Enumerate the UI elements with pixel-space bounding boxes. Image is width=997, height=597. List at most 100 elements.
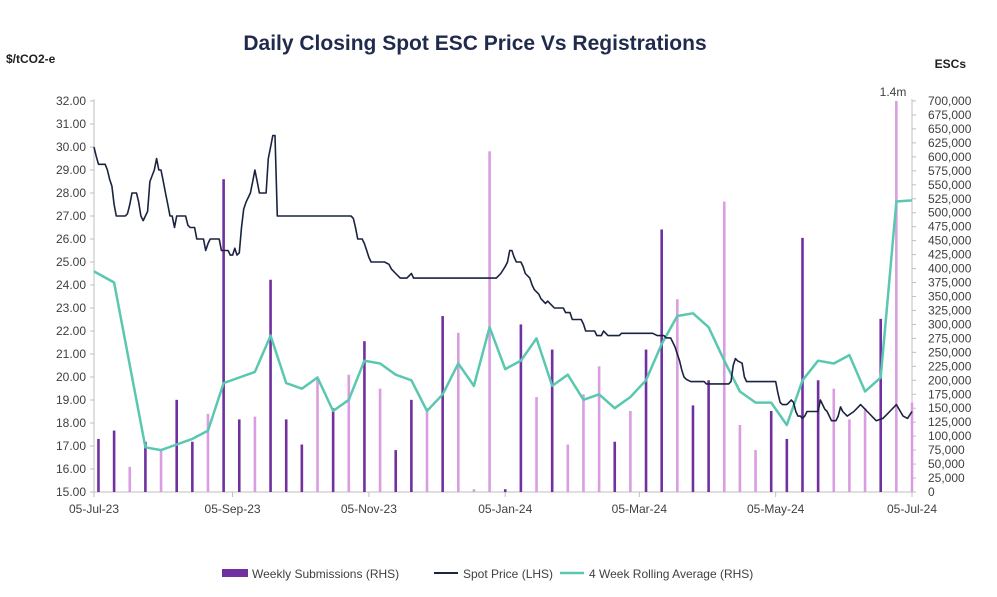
- weekly-submission-bar: [300, 444, 304, 492]
- weekly-submissions-bars: [97, 101, 914, 493]
- rolling-average-line: [93, 199, 913, 452]
- weekly-submission-bar: [691, 405, 695, 492]
- right-tick-label: 550,000: [928, 178, 972, 192]
- left-tick-label: 15.00: [56, 485, 86, 499]
- weekly-submission-bar: [363, 341, 366, 492]
- weekly-submission-bar: [410, 399, 413, 492]
- weekly-submission-bar: [284, 419, 288, 492]
- left-tick-label: 18.00: [56, 416, 86, 430]
- right-tick-label: 150,000: [928, 401, 972, 415]
- weekly-submission-bar: [644, 349, 648, 492]
- weekly-submission-bar: [613, 441, 617, 492]
- left-tick-label: 16.00: [56, 462, 86, 476]
- weekly-submission-bar: [597, 366, 601, 492]
- weekly-submission-bar: [128, 466, 132, 492]
- right-tick-label: 600,000: [928, 150, 972, 164]
- weekly-submission-bar: [738, 424, 742, 492]
- weekly-submission-bar: [206, 413, 210, 492]
- chart-title: Daily Closing Spot ESC Price Vs Registra…: [243, 32, 706, 55]
- weekly-submission-bar: [910, 402, 914, 492]
- weekly-submission-bar: [425, 408, 429, 492]
- x-tick-label: 05-Nov-23: [341, 502, 397, 516]
- weekly-submission-bar: [316, 377, 319, 492]
- weekly-submission-bar: [269, 279, 272, 492]
- right-tick-label: 175,000: [928, 387, 972, 401]
- weekly-submission-bar: [378, 388, 382, 492]
- legend-label-rolling-average: 4 Week Rolling Average (RHS): [589, 567, 753, 581]
- weekly-submission-bar: [347, 374, 351, 492]
- weekly-submission-bar: [472, 489, 476, 492]
- weekly-submission-bar: [879, 318, 883, 492]
- right-tick-label: 425,000: [928, 248, 972, 262]
- weekly-submission-bar: [535, 397, 538, 492]
- left-tick-label: 22.00: [56, 324, 86, 338]
- legend-label-spot-price: Spot Price (LHS): [463, 567, 553, 581]
- left-tick-label: 23.00: [56, 301, 86, 315]
- left-tick-label: 31.00: [56, 117, 86, 131]
- x-tick-label: 05-Jul-24: [887, 502, 937, 516]
- left-tick-label: 17.00: [56, 439, 86, 453]
- left-tick-label: 28.00: [56, 186, 86, 200]
- weekly-submission-bar: [660, 229, 663, 492]
- weekly-submission-bar: [175, 399, 178, 492]
- left-tick-label: 26.00: [56, 232, 86, 246]
- weekly-submission-bar: [895, 101, 898, 492]
- right-tick-label: 50,000: [928, 457, 965, 471]
- weekly-submission-bar: [503, 489, 507, 492]
- weekly-submission-bar: [112, 430, 116, 492]
- series-lines: [93, 134, 913, 452]
- weekly-submission-bar: [722, 201, 726, 493]
- right-tick-label: 400,000: [928, 262, 972, 276]
- right-tick-label: 125,000: [928, 415, 972, 429]
- right-tick-label: 300,000: [928, 317, 972, 331]
- weekly-submission-bar: [519, 324, 523, 492]
- x-tick-label: 05-May-24: [747, 502, 805, 516]
- right-tick-label: 100,000: [928, 429, 972, 443]
- weekly-submission-bar: [785, 438, 789, 492]
- weekly-submission-bar: [457, 332, 460, 492]
- right-tick-label: 375,000: [928, 276, 972, 290]
- right-tick-label: 275,000: [928, 331, 972, 345]
- right-tick-label: 200,000: [928, 373, 972, 387]
- right-tick-label: 625,000: [928, 136, 972, 150]
- right-tick-label: 700,000: [928, 94, 972, 108]
- right-tick-label: 0: [928, 485, 935, 499]
- tick-labels: 15.00 16.00 17.00 18.00 19.00 20.00 21.00 22.00…: [56, 94, 972, 516]
- legend-label-weekly-submissions: Weekly Submissions (RHS): [252, 567, 399, 581]
- spot-price-line: [93, 134, 913, 422]
- weekly-submission-bar: [331, 408, 335, 492]
- weekly-submission-bar: [144, 441, 147, 492]
- weekly-submission-bar: [629, 411, 632, 492]
- weekly-submission-bar: [863, 408, 867, 492]
- right-tick-label: 225,000: [928, 359, 972, 373]
- left-tick-label: 32.00: [56, 94, 86, 108]
- weekly-submission-bar: [394, 450, 398, 492]
- weekly-submission-bar: [222, 179, 225, 492]
- right-tick-label: 75,000: [928, 443, 965, 457]
- x-tick-label: 05-Jul-23: [69, 502, 119, 516]
- weekly-submission-bar: [769, 411, 773, 492]
- left-tick-label: 27.00: [56, 209, 86, 223]
- weekly-submission-bar: [832, 388, 836, 492]
- right-tick-label: 325,000: [928, 303, 972, 317]
- right-tick-label: 350,000: [928, 290, 972, 304]
- right-tick-label: 575,000: [928, 164, 972, 178]
- annotation-1-4m: 1.4m: [880, 85, 907, 99]
- weekly-submission-bar: [550, 349, 554, 492]
- right-tick-label: 250,000: [928, 345, 972, 359]
- right-tick-label: 475,000: [928, 220, 972, 234]
- x-tick-label: 05-Mar-24: [612, 502, 668, 516]
- left-tick-label: 25.00: [56, 255, 86, 269]
- weekly-submission-bar: [191, 441, 194, 492]
- axes: [90, 99, 916, 497]
- weekly-submission-bar: [253, 416, 257, 492]
- weekly-submission-bar: [816, 380, 820, 492]
- right-tick-label: 525,000: [928, 192, 972, 206]
- weekly-submission-bar: [441, 316, 444, 492]
- weekly-submission-bar: [676, 299, 679, 492]
- legend: Weekly Submissions (RHS) Spot Price (LHS…: [222, 567, 753, 581]
- left-tick-label: 21.00: [56, 347, 86, 361]
- weekly-submission-bar: [566, 444, 570, 492]
- weekly-submission-bar: [237, 419, 241, 492]
